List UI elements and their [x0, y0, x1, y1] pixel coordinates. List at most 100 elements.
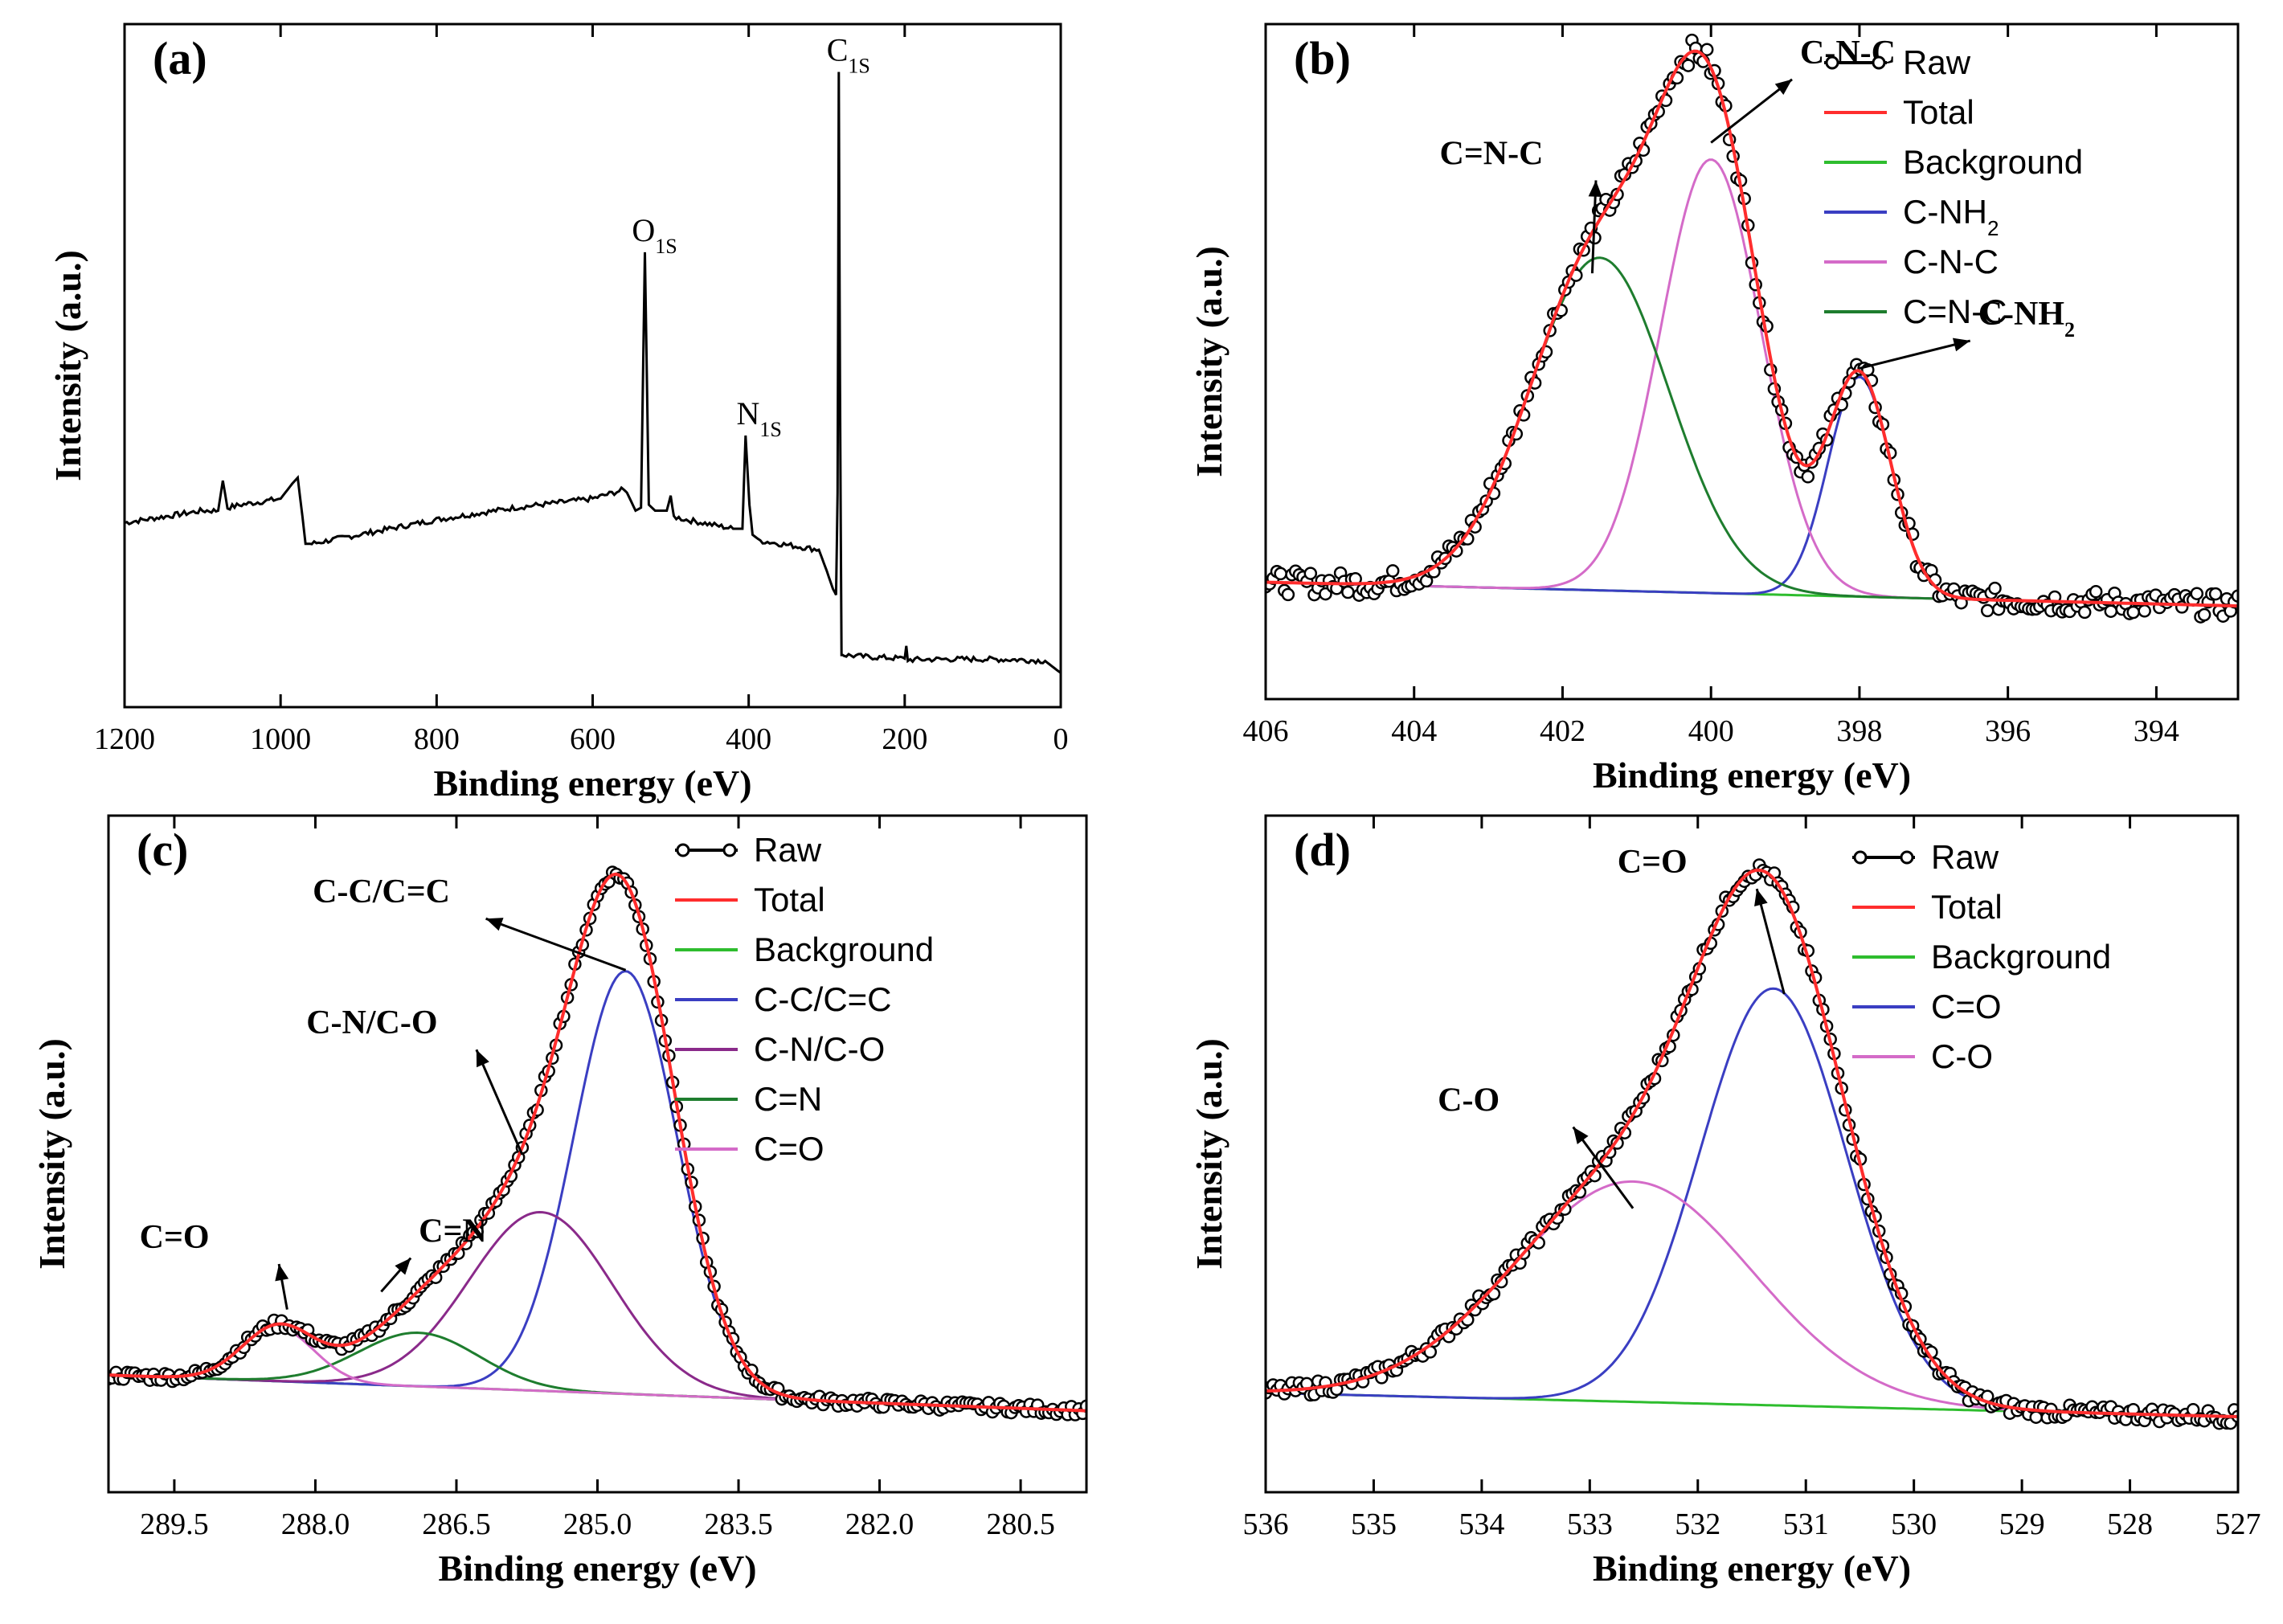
raw-point-b: [2138, 604, 2151, 618]
legend-label: C=N-C: [1903, 292, 2007, 330]
x-axis-title-b: Binding energy (eV): [1593, 755, 1911, 796]
legend-marker: [1872, 55, 1886, 70]
raw-point-b: [2089, 585, 2103, 599]
legend-label: C-C/C=C: [754, 980, 892, 1018]
legend-item-c: Background: [675, 931, 934, 968]
x-tick-label-b: 394: [2134, 714, 2179, 748]
annotation-leader-d: [1755, 888, 1786, 995]
panel-a: C1S O1S N1S 1200 1000 800 600 400 200 0 Binding en…: [47, 22, 1069, 804]
y-axis-title-c: Intensity (a.u.): [31, 1038, 72, 1270]
component-line-b: [1266, 256, 2238, 607]
element-peak-label: N1S: [736, 395, 781, 441]
x-tick-label-a: 800: [414, 722, 460, 756]
x-tick-label-d: 536: [1243, 1507, 1289, 1541]
legend-marker: [1900, 850, 1914, 865]
raw-point-b: [1980, 603, 1995, 618]
legend-item-b: C-NH2: [1824, 193, 1999, 240]
plot-frame-a: [123, 22, 1062, 709]
component-line-b: [1266, 375, 2238, 607]
x-tick-label-c: 285.0: [563, 1507, 632, 1541]
legend-item-b: C=N-C: [1824, 292, 2007, 330]
legend-item-c: Total: [675, 881, 825, 918]
total-fit-line-c: [108, 872, 1086, 1413]
legend-item-c: Raw: [675, 831, 822, 869]
panel-label-b: (b): [1294, 32, 1351, 84]
raw-point-b: [2126, 605, 2140, 620]
component-line-c: [108, 1210, 1086, 1413]
annotation-arrowhead-d: [1754, 889, 1768, 906]
legend-marker: [1853, 850, 1868, 865]
annotation-leader-c: [475, 1049, 524, 1156]
legend-marker: [722, 843, 737, 857]
raw-point-b: [1988, 581, 2002, 595]
x-tick-label-c: 289.5: [140, 1507, 209, 1541]
legend-item-b: Background: [1824, 143, 2083, 181]
plot-frame-b: [1264, 22, 2240, 701]
legend-label: Raw: [754, 831, 822, 869]
x-tick-label-a: 1000: [250, 722, 311, 756]
x-tick-label-d: 531: [1783, 1507, 1829, 1541]
raw-point-b: [2231, 589, 2238, 603]
x-tick-label-c: 282.0: [845, 1507, 914, 1541]
annotation-arrowhead-b: [1774, 79, 1793, 96]
annotation-arrowhead-c: [395, 1258, 411, 1275]
raw-point-b: [1281, 587, 1295, 602]
x-tick-label-d: 529: [1999, 1507, 2045, 1541]
legend-label: C=O: [754, 1130, 824, 1168]
annotation-arrowhead-c: [485, 918, 504, 931]
annotation-leader-d: [1572, 1126, 1635, 1209]
legend-item-c: C-N/C-O: [675, 1030, 885, 1068]
peak-annotation-c: C-C/C=C: [313, 873, 450, 910]
raw-point-b: [1303, 567, 1318, 580]
legend-label: Raw: [1931, 838, 1999, 876]
y-axis-title-a: Intensity (a.u.): [47, 250, 88, 481]
legend-marker: [1825, 55, 1839, 70]
peak-annotation-c: C=O: [140, 1219, 210, 1256]
peak-annotation-d: C=O: [1618, 844, 1688, 881]
x-tick-label-d: 535: [1351, 1507, 1397, 1541]
raw-point-b: [2077, 605, 2092, 620]
legend-label: C=O: [1931, 988, 2002, 1025]
x-tick-label-a: 400: [726, 722, 771, 756]
x-tick-label-c: 288.0: [281, 1507, 350, 1541]
raw-point-b: [1801, 470, 1815, 484]
x-axis-title-d: Binding energy (eV): [1593, 1548, 1911, 1589]
x-tick-label-d: 530: [1891, 1507, 1937, 1541]
x-tick-label-b: 400: [1688, 714, 1734, 748]
annotation-leader-b: [1710, 78, 1793, 144]
raw-point-d: [2029, 1410, 2043, 1424]
legend-label: C-N-C: [1903, 243, 1999, 280]
total-fit-line-b: [1266, 49, 2238, 608]
panel-label-c: (c): [137, 824, 188, 876]
element-peak-label: O1S: [632, 212, 677, 258]
peak-annotation-b: C=N-C: [1440, 135, 1544, 172]
x-tick-label-b: 402: [1540, 714, 1585, 748]
x-tick-label-a: 1200: [94, 722, 155, 756]
legend-item-d: Total: [1852, 888, 2003, 926]
x-tick-label-d: 528: [2107, 1507, 2153, 1541]
x-tick-label-a: 0: [1054, 722, 1069, 756]
raw-point-b: [2208, 587, 2223, 601]
panel-c: C=O C=N C-N/C-O C-C/C=C 289.5 288.0 286.5 285.0…: [31, 814, 1088, 1589]
x-axis-title-c: Binding energy (eV): [438, 1548, 756, 1589]
x-tick-label-d: 534: [1459, 1507, 1504, 1541]
x-tick-label-a: 200: [882, 722, 927, 756]
legend-label: Background: [754, 931, 934, 968]
legend-item-d: C-O: [1852, 1037, 1993, 1075]
legend-item-c: C-C/C=C: [675, 980, 892, 1018]
panel-label-a: (a): [153, 32, 207, 84]
legend-item-d: Raw: [1852, 838, 1999, 876]
raw-point-b: [2197, 607, 2211, 622]
legend-label: Raw: [1903, 43, 1971, 81]
peak-annotation-c: C-N/C-O: [306, 1004, 437, 1041]
raw-point-b: [1385, 564, 1400, 578]
legend-label: Total: [754, 881, 825, 918]
legend-label: C=N: [754, 1080, 822, 1118]
legend-label: C-N/C-O: [754, 1030, 885, 1068]
raw-point-b: [1274, 567, 1287, 581]
panel-label-d: (d): [1294, 824, 1351, 876]
panel-d: C=O C-O 536 535 534 533 532 531 530 529 528 527 Bind…: [1189, 814, 2261, 1589]
x-tick-label-d: 532: [1675, 1507, 1720, 1541]
annotation-arrowhead-c: [275, 1263, 289, 1282]
